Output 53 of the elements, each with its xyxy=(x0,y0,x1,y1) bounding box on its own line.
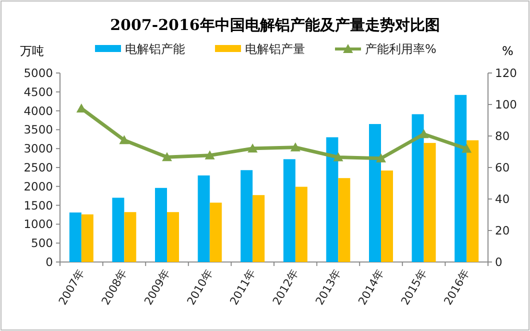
point xyxy=(248,143,258,152)
point xyxy=(418,129,429,138)
bar xyxy=(369,124,381,262)
bar xyxy=(69,212,82,262)
bar xyxy=(252,195,265,262)
y2-tick-label: 60 xyxy=(495,160,510,174)
point xyxy=(290,142,300,152)
bar xyxy=(454,94,467,262)
y-tick-label: 5000 xyxy=(24,66,53,80)
bar xyxy=(240,170,253,262)
bar xyxy=(210,202,222,262)
y-tick-label: 1000 xyxy=(24,217,53,232)
y-tick-label: 4500 xyxy=(24,84,53,99)
bar xyxy=(283,159,296,262)
bar xyxy=(112,198,124,262)
y-tick-label: 3500 xyxy=(24,122,53,137)
y-tick-label: 4000 xyxy=(24,104,53,118)
y-axis-title: 万吨 xyxy=(20,44,44,58)
y-tick-label: 2000 xyxy=(24,179,53,194)
y2-tick-label: 80 xyxy=(495,129,510,143)
y-tick-label: 0 xyxy=(46,255,53,269)
y-tick-label: 500 xyxy=(31,236,53,250)
legend-label: 电解铝产量 xyxy=(245,42,305,56)
y2-tick-label: 20 xyxy=(495,224,510,238)
bar xyxy=(412,114,424,262)
bar xyxy=(326,137,338,262)
bar xyxy=(198,175,210,262)
bar xyxy=(381,170,393,262)
bar xyxy=(155,188,167,262)
point xyxy=(376,153,386,162)
bar xyxy=(466,140,479,262)
y-tick-label: 2500 xyxy=(24,160,53,174)
y2-tick-label: 120 xyxy=(495,66,517,80)
bar xyxy=(167,212,179,262)
point xyxy=(204,150,215,160)
bar xyxy=(295,186,308,262)
y2-tick-label: 0 xyxy=(495,255,502,269)
y-tick-label: 1500 xyxy=(24,198,53,212)
bar xyxy=(124,212,136,262)
y2-tick-label: 40 xyxy=(495,192,510,206)
point xyxy=(462,144,472,153)
bar xyxy=(81,214,94,262)
bar xyxy=(338,178,350,262)
point xyxy=(333,152,344,162)
bar xyxy=(424,142,436,262)
y2-tick-label: 100 xyxy=(495,98,517,112)
point xyxy=(119,135,130,144)
y-tick-label: 3000 xyxy=(24,142,53,156)
legend-label: 电解铝产能 xyxy=(125,42,185,56)
y2-axis-title: % xyxy=(502,44,514,58)
point xyxy=(162,152,172,162)
chart-title: 2007-2016年中国电解铝产能及产量走势对比图 xyxy=(110,16,440,34)
legend-label: 产能利用率% xyxy=(365,42,436,56)
